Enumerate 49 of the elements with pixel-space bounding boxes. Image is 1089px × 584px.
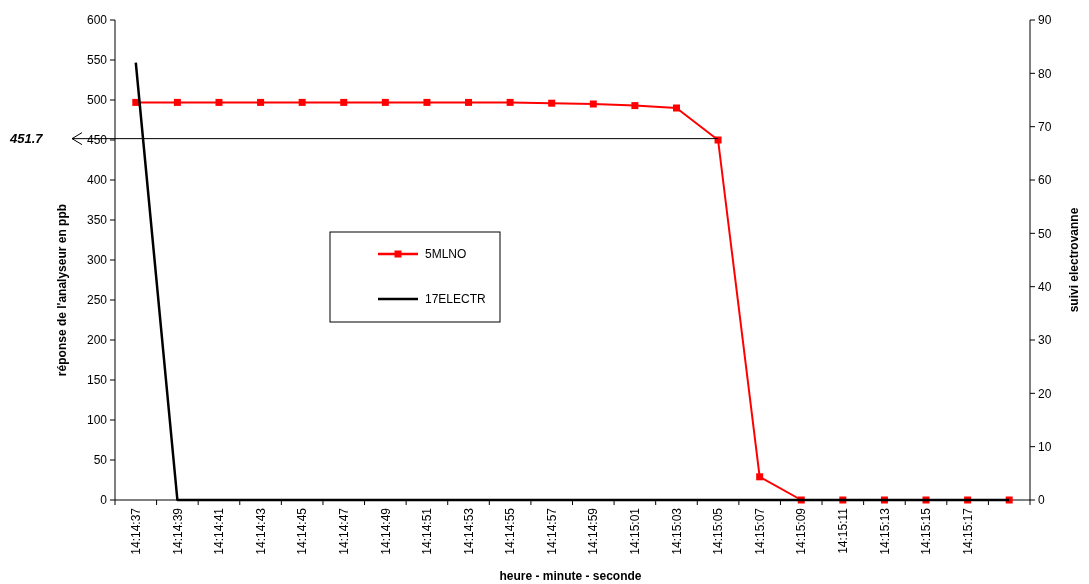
y-tick-label: 0 (100, 493, 108, 508)
y-tick-label: 150 (86, 373, 108, 388)
x-tick-label: 14:15:03 (669, 507, 684, 555)
x-tick-label: 14:15:09 (794, 507, 809, 555)
y2-tick-label: 30 (1038, 333, 1052, 348)
x-tick-label: 14:15:13 (877, 507, 892, 555)
y2-tick-label: 40 (1038, 279, 1052, 294)
y-tick-label: 250 (86, 293, 108, 308)
y-tick-label: 400 (86, 173, 108, 188)
x-tick-label: 14:14:41 (212, 507, 227, 555)
y-tick-label: 550 (86, 53, 108, 68)
y2-tick-label: 20 (1038, 386, 1052, 401)
y2-tick-label: 10 (1038, 439, 1052, 454)
y-tick-label: 600 (86, 13, 108, 28)
x-tick-label: 14:14:47 (336, 507, 351, 555)
y2-tick-label: 70 (1038, 119, 1052, 134)
y2-tick-label: 50 (1038, 226, 1052, 241)
x-axis-title: heure - minute - seconde (499, 569, 642, 583)
x-tick-label: 14:15:17 (960, 507, 975, 555)
ref-line-label: 451.7 (9, 131, 44, 147)
x-tick-label: 14:15:05 (711, 507, 726, 555)
legend-label: 5MLNO (425, 247, 467, 262)
x-tick-label: 14:14:49 (378, 507, 393, 555)
legend-label: 17ELECTR (425, 292, 487, 307)
y2-tick-label: 0 (1038, 493, 1045, 508)
y-tick-label: 300 (86, 253, 108, 268)
x-tick-label: 14:15:11 (836, 507, 851, 554)
x-tick-label: 14:14:55 (503, 507, 518, 555)
x-tick-label: 14:14:51 (420, 507, 435, 555)
x-tick-label: 14:14:57 (544, 507, 559, 555)
y-tick-label: 500 (86, 93, 108, 108)
y2-tick-label: 90 (1038, 13, 1052, 28)
y-tick-label: 100 (86, 413, 108, 428)
y2-tick-label: 80 (1038, 66, 1052, 81)
y-tick-label: 50 (93, 453, 108, 468)
y2-axis-title: suivi electrovanne (1067, 207, 1081, 313)
y-tick-label: 200 (86, 333, 108, 348)
y-tick-label: 350 (86, 213, 108, 228)
x-tick-label: 14:15:01 (628, 507, 643, 555)
x-tick-label: 14:14:39 (170, 507, 185, 555)
x-tick-label: 14:15:07 (752, 507, 767, 555)
y-axis-title: réponse de l'analyseur en ppb (55, 203, 69, 377)
x-tick-label: 14:14:37 (129, 507, 143, 555)
x-tick-label: 14:14:53 (461, 507, 476, 555)
x-tick-label: 14:14:45 (295, 507, 310, 555)
x-tick-label: 14:15:15 (919, 507, 934, 555)
x-tick-label: 14:14:59 (586, 507, 601, 555)
y2-tick-label: 60 (1038, 173, 1052, 188)
x-tick-label: 14:14:43 (253, 507, 268, 555)
